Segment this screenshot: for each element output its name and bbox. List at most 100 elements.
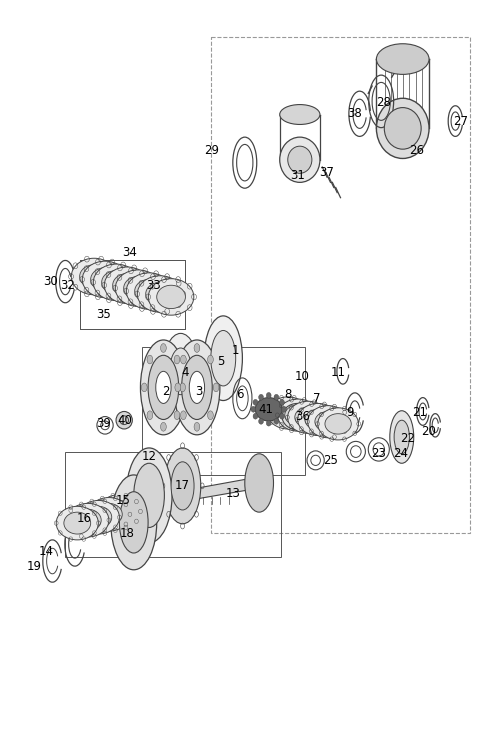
Ellipse shape	[274, 418, 279, 424]
Ellipse shape	[282, 406, 287, 412]
Ellipse shape	[251, 406, 256, 412]
Ellipse shape	[285, 405, 311, 425]
Text: 24: 24	[393, 447, 408, 460]
Ellipse shape	[394, 420, 409, 454]
Bar	[65, 452, 281, 558]
Ellipse shape	[255, 398, 282, 421]
Bar	[142, 347, 305, 475]
Ellipse shape	[315, 412, 341, 432]
Ellipse shape	[147, 411, 153, 420]
Ellipse shape	[194, 344, 200, 352]
Ellipse shape	[102, 270, 131, 294]
Text: 37: 37	[319, 166, 334, 178]
Ellipse shape	[111, 475, 157, 569]
Ellipse shape	[164, 448, 201, 524]
Text: 17: 17	[175, 480, 190, 493]
Ellipse shape	[126, 448, 172, 543]
Ellipse shape	[253, 399, 258, 405]
Ellipse shape	[189, 371, 204, 404]
Ellipse shape	[180, 411, 186, 420]
Text: 2: 2	[162, 385, 169, 398]
Text: 16: 16	[77, 512, 92, 525]
Ellipse shape	[135, 279, 163, 303]
Ellipse shape	[174, 355, 180, 364]
Ellipse shape	[308, 406, 348, 438]
Ellipse shape	[259, 418, 264, 424]
Text: 39: 39	[96, 417, 111, 431]
Ellipse shape	[245, 454, 274, 512]
Text: 15: 15	[115, 494, 130, 507]
Text: 20: 20	[421, 425, 436, 438]
Ellipse shape	[180, 355, 186, 364]
Text: 32: 32	[60, 279, 75, 292]
Ellipse shape	[211, 330, 236, 386]
Text: 38: 38	[348, 107, 362, 121]
Ellipse shape	[156, 371, 171, 404]
Ellipse shape	[282, 404, 313, 430]
Ellipse shape	[67, 504, 109, 537]
Ellipse shape	[160, 423, 166, 431]
Text: 6: 6	[236, 388, 244, 401]
Ellipse shape	[181, 355, 212, 420]
Ellipse shape	[72, 258, 117, 295]
Text: 18: 18	[120, 527, 135, 539]
Ellipse shape	[280, 105, 320, 124]
Ellipse shape	[180, 383, 185, 392]
Bar	[211, 37, 470, 534]
Ellipse shape	[116, 412, 132, 429]
Ellipse shape	[288, 401, 328, 433]
Ellipse shape	[134, 463, 164, 528]
Text: 23: 23	[372, 447, 386, 460]
Ellipse shape	[120, 492, 148, 553]
Ellipse shape	[288, 146, 312, 173]
Ellipse shape	[115, 270, 161, 306]
Text: 27: 27	[453, 115, 468, 128]
Ellipse shape	[137, 276, 183, 312]
Ellipse shape	[82, 261, 128, 298]
Ellipse shape	[384, 107, 421, 149]
Ellipse shape	[85, 507, 112, 529]
Text: 31: 31	[290, 170, 305, 182]
Ellipse shape	[160, 344, 166, 352]
Ellipse shape	[113, 273, 142, 297]
Text: 28: 28	[376, 96, 391, 110]
Ellipse shape	[126, 273, 172, 309]
Text: 19: 19	[27, 560, 42, 572]
Ellipse shape	[124, 276, 153, 300]
Text: 21: 21	[412, 406, 427, 420]
PathPatch shape	[149, 479, 259, 507]
Ellipse shape	[207, 411, 213, 420]
Ellipse shape	[171, 462, 194, 510]
Ellipse shape	[106, 501, 133, 523]
Ellipse shape	[174, 411, 180, 420]
Bar	[80, 260, 185, 329]
Text: 9: 9	[347, 406, 354, 420]
Text: 8: 8	[284, 388, 291, 401]
Text: 34: 34	[122, 246, 137, 259]
Ellipse shape	[98, 495, 141, 529]
Ellipse shape	[318, 408, 359, 440]
Ellipse shape	[64, 512, 91, 534]
Ellipse shape	[295, 407, 321, 428]
Ellipse shape	[194, 423, 200, 431]
Ellipse shape	[93, 264, 139, 300]
Bar	[80, 260, 185, 329]
Ellipse shape	[175, 383, 180, 392]
Text: 12: 12	[142, 450, 156, 463]
Text: 10: 10	[295, 370, 310, 383]
Text: 3: 3	[196, 385, 203, 398]
Ellipse shape	[266, 393, 271, 398]
Ellipse shape	[266, 420, 271, 426]
Ellipse shape	[390, 411, 414, 463]
Ellipse shape	[274, 394, 279, 400]
Ellipse shape	[253, 413, 258, 419]
Ellipse shape	[96, 504, 122, 526]
Text: 41: 41	[259, 403, 274, 416]
Ellipse shape	[169, 348, 192, 395]
Ellipse shape	[259, 394, 264, 400]
Ellipse shape	[174, 340, 220, 435]
Ellipse shape	[277, 399, 318, 431]
Text: 1: 1	[231, 344, 239, 357]
Text: 29: 29	[204, 144, 219, 156]
Ellipse shape	[74, 510, 101, 531]
